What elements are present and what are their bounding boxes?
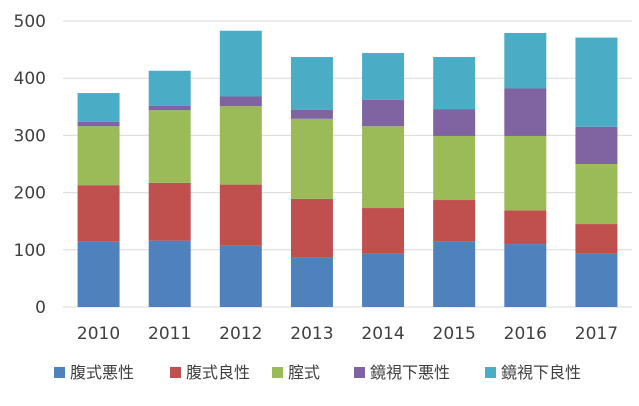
bar-segment <box>362 99 405 127</box>
x-tick-label: 2014 <box>361 324 404 344</box>
bar-segment <box>148 70 191 106</box>
bar-segment <box>362 208 405 254</box>
legend-label: 鏡視下良性 <box>501 363 581 382</box>
x-tick-label: 2011 <box>148 324 191 344</box>
bar-segment <box>77 241 120 307</box>
bar-segment <box>219 184 262 246</box>
y-tick-label: 400 <box>14 69 46 89</box>
x-tick-label: 2013 <box>290 324 333 344</box>
legend-swatch <box>354 367 365 378</box>
bar-segment <box>148 182 191 241</box>
bar-segment <box>433 241 476 307</box>
y-tick-label: 500 <box>14 12 46 32</box>
bar-segment <box>290 257 333 307</box>
bar-segment <box>575 253 618 307</box>
bar-segment <box>77 185 120 242</box>
bar-segment <box>504 135 547 211</box>
bar-segment <box>362 126 405 209</box>
legend-label: 腹式良性 <box>186 363 250 382</box>
bar-segment <box>77 93 120 122</box>
x-tick-label: 2017 <box>575 324 618 344</box>
bar-segment <box>504 88 547 136</box>
x-tick-label: 2010 <box>77 324 120 344</box>
bar-segment <box>77 126 120 186</box>
bar-segment <box>148 110 191 183</box>
bar-segment <box>575 37 618 127</box>
bar-segment <box>362 253 405 307</box>
bar-segment <box>290 57 333 110</box>
legend-swatch <box>485 367 496 378</box>
x-tick-label: 2015 <box>433 324 476 344</box>
legend-swatch <box>272 367 283 378</box>
bar-segment <box>290 198 333 258</box>
bar-segment <box>219 106 262 185</box>
bar-segment <box>504 244 547 307</box>
bar-segment <box>219 245 262 307</box>
legend-label: 腟式 <box>288 363 320 382</box>
y-tick-label: 300 <box>14 126 46 146</box>
y-tick-label: 100 <box>14 241 46 261</box>
x-tick-label: 2016 <box>504 324 547 344</box>
bar-segment <box>433 135 476 201</box>
bar-segment <box>575 126 618 164</box>
legend-swatch <box>170 367 181 378</box>
bar-segment <box>575 224 618 254</box>
bar-segment <box>504 210 547 245</box>
bar-segment <box>575 164 618 225</box>
bar-segment <box>77 121 120 127</box>
bar-segment <box>290 109 333 119</box>
bar-segment <box>219 30 262 97</box>
bar-segment <box>433 109 476 136</box>
bar-segment <box>148 105 191 111</box>
y-tick-label: 200 <box>14 184 46 204</box>
x-tick-label: 2012 <box>219 324 262 344</box>
bar-segment <box>148 240 191 307</box>
bar-segment <box>290 118 333 199</box>
legend-label: 鏡視下悪性 <box>370 363 450 382</box>
bar-segment <box>433 200 476 242</box>
y-tick-label: 0 <box>35 298 46 318</box>
legend-swatch <box>54 367 65 378</box>
bar-segment <box>219 96 262 107</box>
bar-segment <box>504 33 547 89</box>
legend-label: 腹式悪性 <box>70 363 134 382</box>
bar-segment <box>362 53 405 100</box>
bar-segment <box>433 57 476 110</box>
